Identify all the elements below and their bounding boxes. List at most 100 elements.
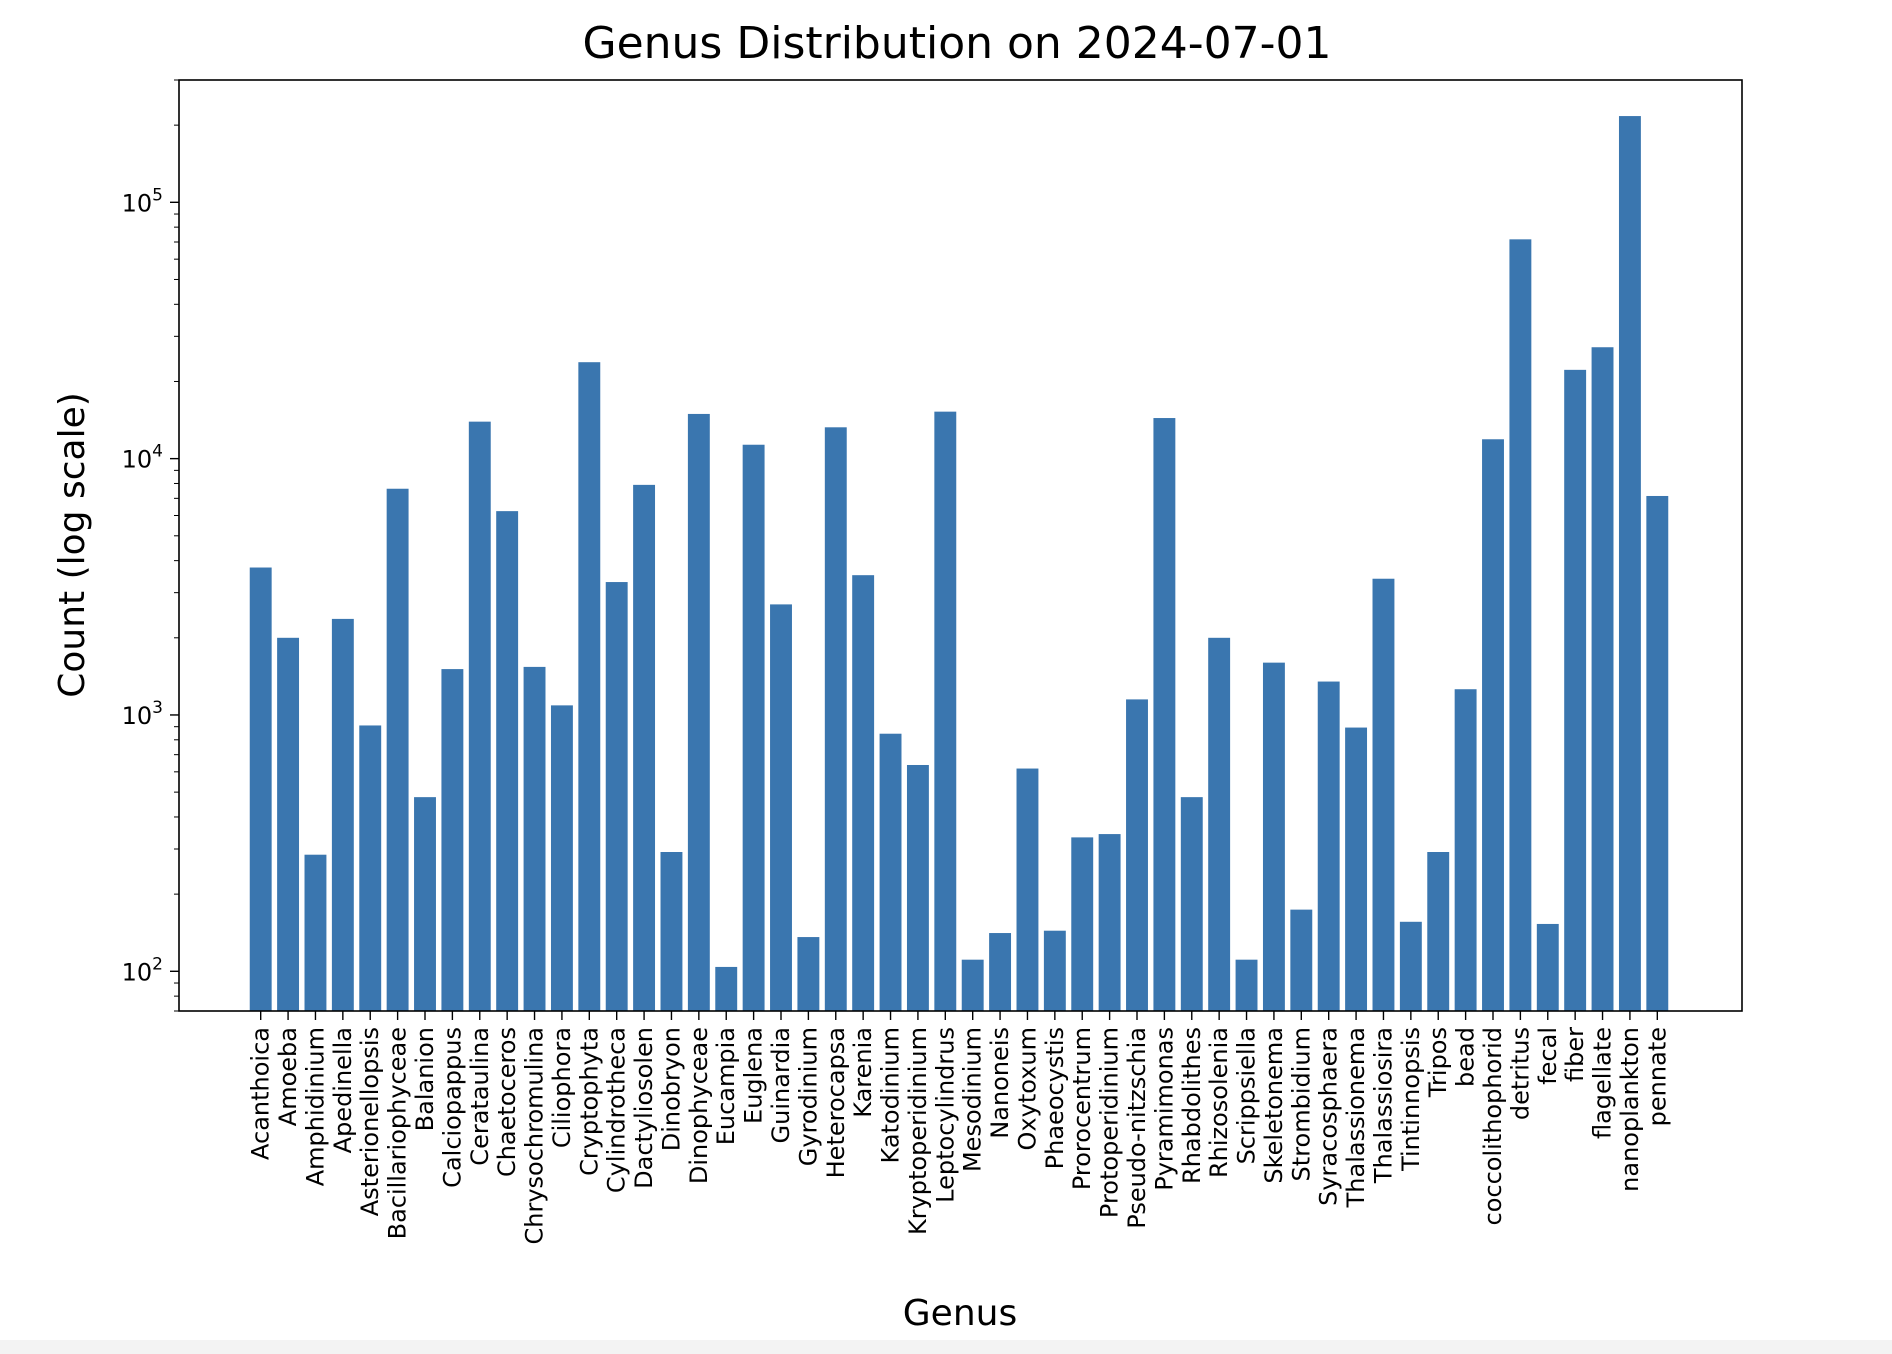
bar-gyrodinium (797, 937, 820, 1011)
x-tick-label: nanoplankton (1616, 1027, 1644, 1192)
bar-acanthoica (249, 567, 272, 1011)
bar-dactyliosolen (633, 484, 656, 1011)
x-tick-label: Kryptoperidinium (904, 1027, 932, 1235)
bar-leptocylindrus (934, 411, 957, 1011)
bar-calciopappus (441, 669, 464, 1011)
bar-pennate (1646, 495, 1669, 1012)
x-tick-label: Skeletonema (1260, 1027, 1288, 1184)
bar-thalassiosira (1372, 578, 1395, 1011)
x-tick-label: Oxytoxum (1013, 1027, 1041, 1150)
bar-dinophyceae (687, 413, 710, 1011)
x-tick-label: Heterocapsa (822, 1027, 850, 1178)
y-axis: 102 103 104 105 (122, 79, 179, 1012)
x-tick-label: fecal (1534, 1027, 1562, 1085)
bar-oxytoxum (1016, 768, 1039, 1011)
bar-pseudo-nitzschia (1126, 699, 1148, 1011)
bars-group (249, 116, 1669, 1012)
x-tick-label: Strombidium (1287, 1027, 1315, 1181)
x-tick-label: Gyrodinium (794, 1027, 822, 1166)
x-tick-label: Cylindrotheca (603, 1027, 631, 1193)
bar-guinardia (770, 604, 792, 1011)
bar-phaeocystis (1043, 930, 1066, 1011)
bar-heterocapsa (824, 427, 847, 1011)
bar-cylindrotheca (605, 582, 628, 1011)
x-tick-label: Cerataulina (466, 1027, 494, 1166)
x-tick-label: Rhabdolithes (1178, 1027, 1206, 1184)
x-tick-label: Dactyliosolen (630, 1027, 658, 1189)
bar-chrysochromulina (523, 666, 546, 1011)
x-tick-label: Acanthoica (247, 1027, 275, 1160)
plot-frame (178, 79, 1743, 1012)
x-tick-label: Calciopappus (438, 1027, 466, 1188)
x-tick-label: Tintinnopsis (1397, 1027, 1425, 1172)
bar-rhizosolenia (1208, 637, 1231, 1011)
bar-karenia (852, 575, 875, 1011)
chart-title: Genus Distribution on 2024-07-01 (582, 18, 1331, 69)
x-tick-label: Chaetoceros (493, 1027, 521, 1177)
bar-detritus (1509, 239, 1532, 1012)
x-tick-label: fiber (1561, 1027, 1589, 1082)
x-tick-label: Eucampia (712, 1027, 740, 1145)
x-tick-label: Amoeba (274, 1027, 302, 1126)
bar-bead (1454, 689, 1477, 1011)
bar-nanoplankton (1618, 116, 1641, 1011)
x-tick-label: Apedinella (329, 1027, 357, 1153)
x-axis-label: Genus (903, 1293, 1017, 1334)
x-tick-label: detritus (1506, 1027, 1534, 1120)
x-tick-label: Amphidinium (301, 1027, 329, 1186)
window-bottom-strip (0, 1340, 1892, 1354)
bar-tripos (1427, 852, 1450, 1011)
x-tick-label: Dinobryon (657, 1027, 685, 1151)
x-tick-label: Leptocylindrus (931, 1027, 959, 1203)
bar-pyramimonas (1153, 418, 1176, 1011)
x-tick-label: Thalassionema (1342, 1027, 1370, 1208)
y-tick-label: 104 (122, 442, 163, 474)
x-tick-label: Tripos (1424, 1027, 1452, 1098)
bar-protoperidinium (1098, 834, 1121, 1011)
bar-kryptoperidinium (906, 764, 929, 1011)
bar-nanoneis (989, 933, 1012, 1011)
bar-euglena (742, 444, 765, 1012)
x-tick-label: Cryptophyta (575, 1027, 603, 1176)
x-tick-label: Guinardia (767, 1027, 795, 1143)
bar-fecal (1536, 923, 1559, 1011)
y-tick-label: 105 (122, 185, 163, 217)
x-tick-label: Katodinium (877, 1027, 905, 1164)
x-tick-label: coccolithophorid (1479, 1027, 1507, 1226)
bar-fiber (1564, 369, 1587, 1012)
x-tick-label: Prorocentrum (1068, 1027, 1096, 1190)
x-tick-label: Rhizosolenia (1205, 1027, 1233, 1178)
x-tick-label: Scrippsiella (1233, 1027, 1261, 1164)
bar-eucampia (715, 966, 738, 1011)
bar-mesodinium (961, 959, 984, 1011)
bar-amoeba (277, 637, 300, 1011)
bar-bacillariophyceae (386, 488, 409, 1011)
bar-cerataulina (468, 421, 491, 1011)
x-tick-label: bead (1452, 1027, 1480, 1087)
bar-ciliophora (550, 705, 573, 1011)
x-tick-label: Balanion (411, 1027, 439, 1131)
x-tick-label: Dinophyceae (685, 1027, 713, 1184)
bar-balanion (414, 797, 436, 1011)
x-tick-label: Protoperidinium (1096, 1027, 1124, 1218)
bar-strombidium (1290, 909, 1313, 1011)
bar-coccolithophorid (1482, 439, 1504, 1011)
x-tick-label: Asterionellopsis (356, 1027, 384, 1216)
bar-flagellate (1591, 347, 1614, 1011)
x-tick-label: Nanoneis (986, 1027, 1014, 1139)
x-tick-label: Chrysochromulina (521, 1027, 549, 1245)
x-tick-label: Thalassiosira (1369, 1027, 1397, 1184)
x-tick-label: Mesodinium (959, 1027, 987, 1172)
bar-amphidinium (304, 854, 327, 1011)
bar-asterionellopsis (359, 725, 382, 1011)
x-tick-label: pennate (1643, 1027, 1671, 1126)
x-tick-label: Pseudo-nitzschia (1123, 1027, 1151, 1229)
bar-cryptophyta (578, 362, 601, 1011)
x-tick-label: Ciliophora (548, 1027, 576, 1148)
y-tick-label: 102 (122, 954, 163, 986)
x-tick-label: Pyramimonas (1150, 1027, 1178, 1191)
bar-dinobryon (660, 852, 683, 1011)
x-axis: Acanthoica Amoeba Amphidinium Apedinella Ast… (247, 1011, 1671, 1245)
x-tick-label: Syracosphaera (1315, 1027, 1343, 1206)
